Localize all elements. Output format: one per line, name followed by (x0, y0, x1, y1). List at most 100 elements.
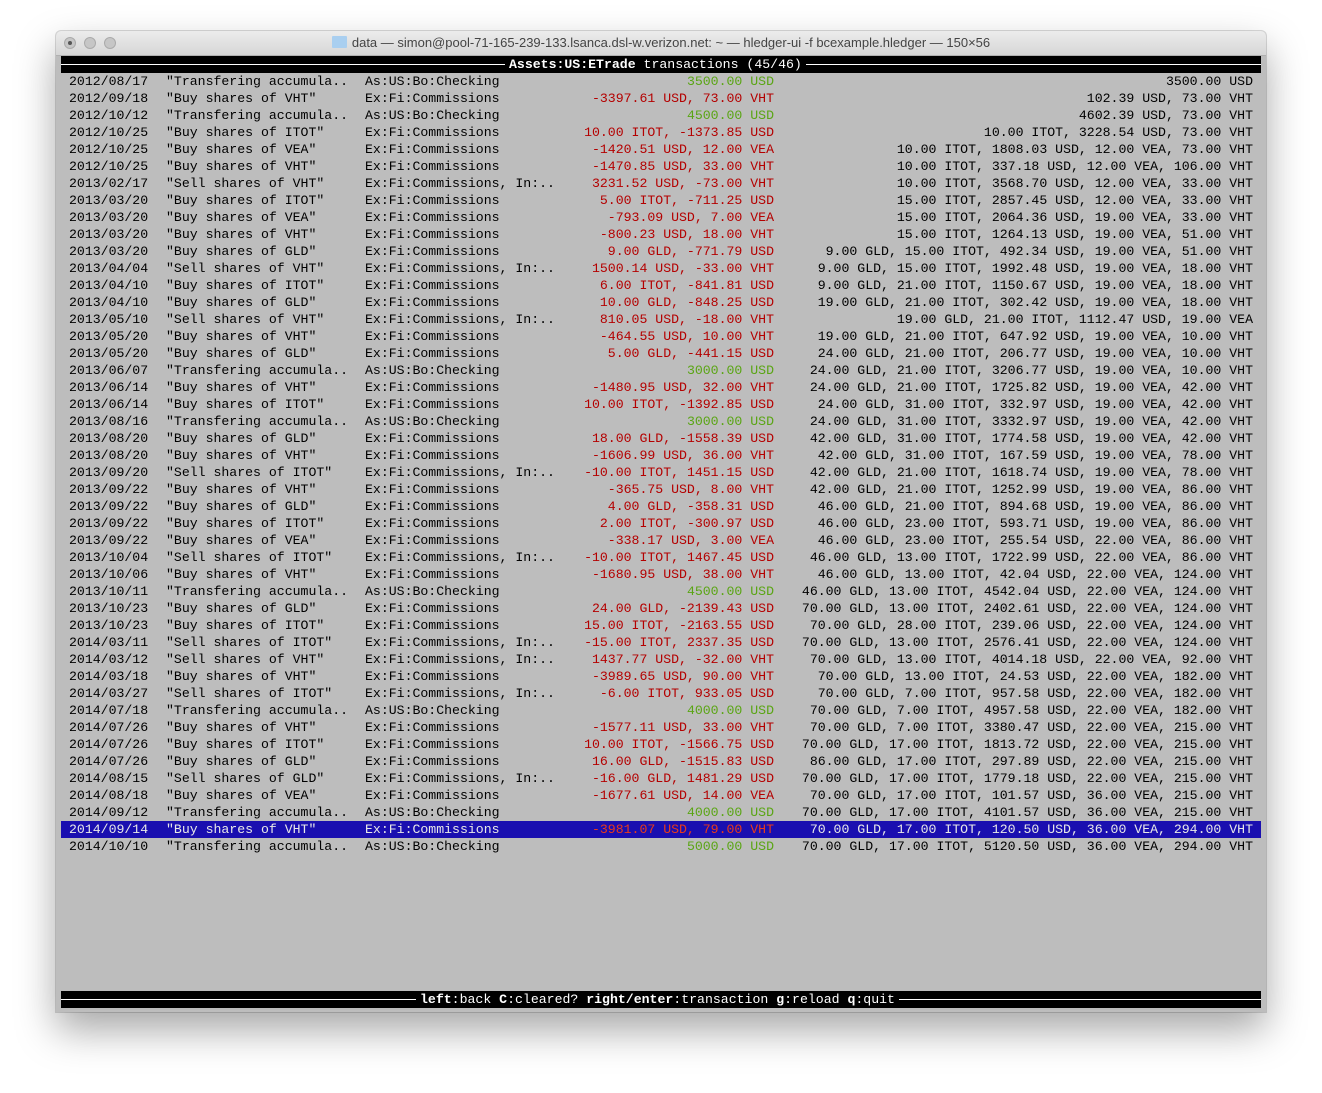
transaction-row[interactable]: 2013/08/20 "Buy shares of GLD" Ex:Fi:Commi… (61, 430, 1261, 447)
transaction-row[interactable]: 2013/05/10 "Sell shares of VHT" Ex:Fi:Comm… (61, 311, 1261, 328)
amount: -1577.11 USD, 33.00 VHT (591, 720, 774, 735)
balance: 19.00 GLD, 21.00 ITOT, 1112.47 USD, 19.0… (896, 312, 1253, 327)
account: As:US:Bo:Checking (365, 108, 500, 123)
date: 2013/06/14 (69, 397, 149, 412)
description: "Buy shares of ITOT" (166, 278, 325, 293)
balance: 70.00 GLD, 7.00 ITOT, 957.58 USD, 22.00 … (817, 686, 1253, 701)
account: Ex:Fi:Commissions (365, 193, 500, 208)
account: Ex:Fi:Commissions (365, 244, 500, 259)
transaction-row[interactable]: 2014/03/27 "Sell shares of ITOT" Ex:Fi:Com… (61, 685, 1261, 702)
transaction-row[interactable]: 2014/07/26 "Buy shares of ITOT" Ex:Fi:Comm… (61, 736, 1261, 753)
date: 2013/10/11 (69, 584, 149, 599)
key-hint: left:back (420, 992, 492, 1007)
transaction-row[interactable]: 2013/08/20 "Buy shares of VHT" Ex:Fi:Commi… (61, 447, 1261, 464)
date: 2012/09/18 (69, 91, 149, 106)
transaction-row[interactable]: 2013/03/20 "Buy shares of VEA" Ex:Fi:Commi… (61, 209, 1261, 226)
transaction-row[interactable]: 2013/06/07 "Transfering accumula.. As:US:B… (61, 362, 1261, 379)
date: 2013/10/23 (69, 601, 149, 616)
transaction-row[interactable]: 2014/03/18 "Buy shares of VHT" Ex:Fi:Commi… (61, 668, 1261, 685)
transaction-row[interactable]: 2014/07/26 "Buy shares of GLD" Ex:Fi:Commi… (61, 753, 1261, 770)
transaction-row[interactable]: 2013/09/22 "Buy shares of GLD" Ex:Fi:Commi… (61, 498, 1261, 515)
date: 2014/09/14 (69, 822, 149, 837)
terminal[interactable]: Assets:US:ETrade transactions (45/46) 20… (61, 56, 1261, 1012)
key-name: left (420, 992, 452, 1007)
transaction-row[interactable]: 2013/02/17 "Sell shares of VHT" Ex:Fi:Comm… (61, 175, 1261, 192)
description: "Buy shares of ITOT" (166, 618, 325, 633)
transaction-row[interactable]: 2014/03/12 "Sell shares of VHT" Ex:Fi:Comm… (61, 651, 1261, 668)
transaction-row[interactable]: 2013/10/11 "Transfering accumula.. As:US:B… (61, 583, 1261, 600)
description: "Sell shares of VHT" (166, 652, 325, 667)
account: Ex:Fi:Commissions, In:.. (365, 635, 555, 650)
transaction-row[interactable]: 2014/08/18 "Buy shares of VEA" Ex:Fi:Commi… (61, 787, 1261, 804)
date: 2013/09/20 (69, 465, 149, 480)
key-action: cleared? (515, 992, 579, 1007)
transaction-row[interactable]: 2013/06/14 "Buy shares of VHT" Ex:Fi:Commi… (61, 379, 1261, 396)
account: Ex:Fi:Commissions (365, 448, 500, 463)
transaction-row[interactable]: 2013/04/10 "Buy shares of GLD" Ex:Fi:Commi… (61, 294, 1261, 311)
transaction-row[interactable]: 2014/07/18 "Transfering accumula.. As:US:B… (61, 702, 1261, 719)
transaction-row[interactable]: 2013/03/20 "Buy shares of GLD" Ex:Fi:Commi… (61, 243, 1261, 260)
transaction-row[interactable]: 2014/09/12 "Transfering accumula.. As:US:B… (61, 804, 1261, 821)
date: 2013/02/17 (69, 176, 149, 191)
description: "Sell shares of ITOT" (166, 550, 333, 565)
description: "Transfering accumula.. (166, 414, 349, 429)
description: "Buy shares of VHT" (166, 822, 317, 837)
screen-title: Assets:US:ETrade transactions (45/46) (505, 56, 806, 73)
transaction-row[interactable]: 2013/09/22 "Buy shares of ITOT" Ex:Fi:Comm… (61, 515, 1261, 532)
account: As:US:Bo:Checking (365, 839, 500, 854)
balance: 70.00 GLD, 17.00 ITOT, 5120.50 USD, 36.0… (801, 839, 1253, 854)
transaction-row[interactable]: 2013/10/06 "Buy shares of VHT" Ex:Fi:Commi… (61, 566, 1261, 583)
transaction-list[interactable]: 2012/08/17 "Transfering accumula.. As:US:B… (61, 73, 1261, 855)
transaction-row[interactable]: 2012/10/25 "Buy shares of ITOT" Ex:Fi:Comm… (61, 124, 1261, 141)
balance: 9.00 GLD, 15.00 ITOT, 1992.48 USD, 19.00… (817, 261, 1253, 276)
amount: 3000.00 USD (686, 414, 774, 429)
transaction-row[interactable]: 2014/07/26 "Buy shares of VHT" Ex:Fi:Commi… (61, 719, 1261, 736)
transaction-row[interactable]: 2012/10/25 "Buy shares of VHT" Ex:Fi:Commi… (61, 158, 1261, 175)
balance: 70.00 GLD, 13.00 ITOT, 2402.61 USD, 22.0… (801, 601, 1253, 616)
description: "Buy shares of VHT" (166, 329, 317, 344)
transaction-row[interactable]: 2013/08/16 "Transfering accumula.. As:US:B… (61, 413, 1261, 430)
date: 2014/07/26 (69, 737, 149, 752)
balance: 70.00 GLD, 7.00 ITOT, 3380.47 USD, 22.00… (809, 720, 1253, 735)
date: 2013/09/22 (69, 499, 149, 514)
description: "Buy shares of VEA" (166, 142, 317, 157)
account: Ex:Fi:Commissions, In:.. (365, 686, 555, 701)
transaction-row[interactable]: 2013/04/04 "Sell shares of VHT" Ex:Fi:Comm… (61, 260, 1261, 277)
transaction-row[interactable]: 2013/10/04 "Sell shares of ITOT" Ex:Fi:Com… (61, 549, 1261, 566)
key-hint: C:cleared? (499, 992, 579, 1007)
date: 2013/04/10 (69, 278, 149, 293)
key-action: back (459, 992, 492, 1007)
close-button[interactable] (64, 37, 76, 49)
description: "Buy shares of GLD" (166, 601, 317, 616)
transaction-row[interactable]: 2013/03/20 "Buy shares of ITOT" Ex:Fi:Comm… (61, 192, 1261, 209)
balance: 70.00 GLD, 17.00 ITOT, 1813.72 USD, 22.0… (801, 737, 1253, 752)
selected-transaction-row[interactable]: 2014/09/14 "Buy shares of VHT" Ex:Fi:Commi… (61, 821, 1261, 838)
transaction-row[interactable]: 2013/06/14 "Buy shares of ITOT" Ex:Fi:Comm… (61, 396, 1261, 413)
amount: 10.00 ITOT, -1566.75 USD (584, 737, 774, 752)
account: Ex:Fi:Commissions, In:.. (365, 312, 555, 327)
transaction-row[interactable]: 2013/09/22 "Buy shares of VEA" Ex:Fi:Commi… (61, 532, 1261, 549)
balance: 9.00 GLD, 15.00 ITOT, 492.34 USD, 19.00 … (825, 244, 1253, 259)
amount: 15.00 ITOT, -2163.55 USD (584, 618, 774, 633)
transaction-row[interactable]: 2012/09/18 "Buy shares of VHT" Ex:Fi:Commi… (61, 90, 1261, 107)
zoom-button[interactable] (104, 37, 116, 49)
amount: 1500.14 USD, -33.00 VHT (591, 261, 774, 276)
transaction-row[interactable]: 2012/10/12 "Transfering accumula.. As:US:B… (61, 107, 1261, 124)
transaction-row[interactable]: 2013/05/20 "Buy shares of VHT" Ex:Fi:Commi… (61, 328, 1261, 345)
transaction-row[interactable]: 2014/10/10 "Transfering accumula.. As:US:B… (61, 838, 1261, 855)
transaction-row[interactable]: 2013/04/10 "Buy shares of ITOT" Ex:Fi:Comm… (61, 277, 1261, 294)
transaction-row[interactable]: 2012/08/17 "Transfering accumula.. As:US:B… (61, 73, 1261, 90)
account: Ex:Fi:Commissions (365, 142, 500, 157)
transaction-row[interactable]: 2012/10/25 "Buy shares of VEA" Ex:Fi:Commi… (61, 141, 1261, 158)
transaction-row[interactable]: 2013/03/20 "Buy shares of VHT" Ex:Fi:Commi… (61, 226, 1261, 243)
account: Ex:Fi:Commissions (365, 737, 500, 752)
transaction-row[interactable]: 2014/03/11 "Sell shares of ITOT" Ex:Fi:Com… (61, 634, 1261, 651)
transaction-row[interactable]: 2014/08/15 "Sell shares of GLD" Ex:Fi:Comm… (61, 770, 1261, 787)
transaction-row[interactable]: 2013/10/23 "Buy shares of GLD" Ex:Fi:Commi… (61, 600, 1261, 617)
transaction-row[interactable]: 2013/10/23 "Buy shares of ITOT" Ex:Fi:Comm… (61, 617, 1261, 634)
balance: 70.00 GLD, 7.00 ITOT, 4957.58 USD, 22.00… (809, 703, 1253, 718)
transaction-row[interactable]: 2013/09/20 "Sell shares of ITOT" Ex:Fi:Com… (61, 464, 1261, 481)
transaction-row[interactable]: 2013/05/20 "Buy shares of GLD" Ex:Fi:Commi… (61, 345, 1261, 362)
minimize-button[interactable] (84, 37, 96, 49)
transaction-row[interactable]: 2013/09/22 "Buy shares of VHT" Ex:Fi:Commi… (61, 481, 1261, 498)
